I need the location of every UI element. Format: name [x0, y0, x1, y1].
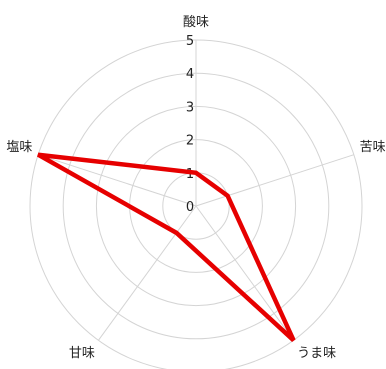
axis-label: 塩味 — [6, 140, 32, 155]
radial-tick-label: 3 — [186, 100, 194, 115]
radial-tick-label: 4 — [186, 67, 194, 82]
axis-label: 酸味 — [183, 15, 209, 30]
axis-spoke — [37, 154, 197, 207]
radial-tick-label: 0 — [186, 200, 194, 215]
axis-label: うま味 — [297, 346, 336, 361]
radial-tick-label: 2 — [186, 134, 194, 149]
axis-label: 苦味 — [360, 139, 386, 155]
radial-tick-label: 5 — [186, 34, 194, 49]
axis-label: 甘味 — [69, 346, 95, 361]
axis-spoke — [98, 205, 197, 341]
axis-spoke — [195, 154, 355, 207]
axis-spoke — [195, 205, 294, 341]
series-line — [37, 152, 296, 342]
